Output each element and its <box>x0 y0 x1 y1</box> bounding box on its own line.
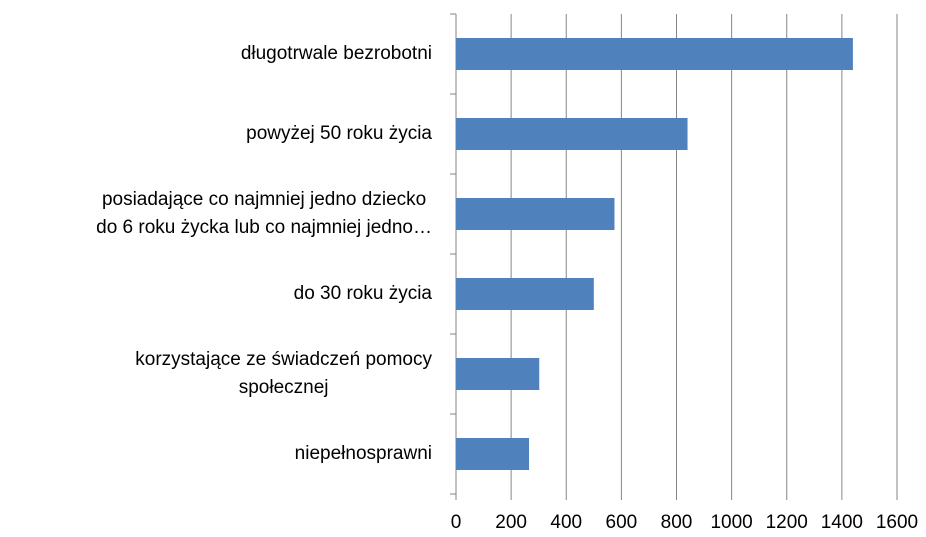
y-tick-label: niepełnosprawni <box>294 443 432 464</box>
x-tick-label: 600 <box>606 512 638 533</box>
x-tick-label: 1600 <box>876 512 918 533</box>
bar <box>456 198 615 230</box>
bar <box>456 278 594 310</box>
y-tick-label: korzystające ze świadczeń pomocy społecz… <box>135 349 432 398</box>
bar <box>456 358 540 390</box>
x-tick-label: 0 <box>451 512 462 533</box>
bar <box>456 438 530 470</box>
category-label-box: korzystające ze świadczeń pomocy społecz… <box>0 346 432 402</box>
category-label-box: długotrwale bezrobotni <box>0 40 432 68</box>
category-label-box: do 30 roku życia <box>0 280 432 308</box>
y-tick-label: posiadające co najmniej jedno dziecko do… <box>96 189 432 238</box>
bar <box>456 38 853 70</box>
category-label-box: powyżej 50 roku życia <box>0 120 432 148</box>
x-tick-label: 1200 <box>766 512 808 533</box>
x-tick-label: 1400 <box>821 512 863 533</box>
x-tick-label: 200 <box>495 512 527 533</box>
category-label-box: posiadające co najmniej jedno dziecko do… <box>0 186 432 242</box>
category-label-box: niepełnosprawni <box>0 440 432 468</box>
y-tick-label: długotrwale bezrobotni <box>240 43 432 64</box>
bar <box>456 118 688 150</box>
y-tick-label: powyżej 50 roku życia <box>246 123 432 144</box>
x-tick-label: 800 <box>661 512 693 533</box>
x-tick-label: 1000 <box>710 512 752 533</box>
y-tick-label: do 30 roku życia <box>293 283 432 304</box>
x-tick-label: 400 <box>550 512 582 533</box>
